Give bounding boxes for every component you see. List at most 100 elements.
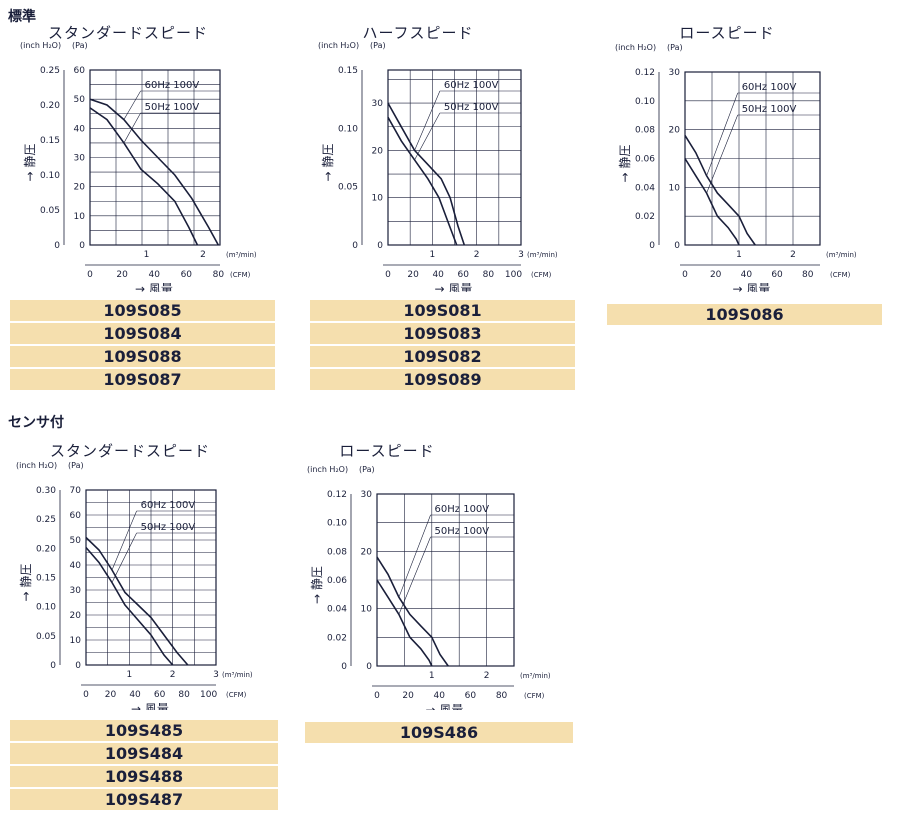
x-tick-cfm: 60 bbox=[181, 270, 193, 280]
label-leader bbox=[111, 510, 137, 571]
series-line-50hz bbox=[376, 579, 433, 667]
y-tick-inch: 0 bbox=[352, 241, 358, 251]
y-tick-pa: 10 bbox=[372, 194, 384, 204]
series-line-60hz bbox=[376, 556, 449, 667]
y-tick-inch: 0.30 bbox=[36, 486, 56, 496]
series-label: 60Hz 100V bbox=[435, 504, 490, 515]
model-number: 109S488 bbox=[10, 766, 278, 787]
y-tick-inch: 0.10 bbox=[338, 124, 358, 134]
x-tick-cfm: 40 bbox=[432, 270, 444, 280]
x-tick-m3: 2 bbox=[170, 670, 176, 680]
x-tick-m3: 1 bbox=[429, 250, 435, 260]
chart-title: スタンダードスピード bbox=[49, 442, 210, 460]
x-tick-cfm: 20 bbox=[710, 270, 722, 280]
y-tick-inch: 0.25 bbox=[40, 66, 60, 76]
y-tick-inch: 0.10 bbox=[36, 603, 56, 613]
unit-cfm-label: (CFM) bbox=[531, 271, 552, 279]
y-tick-inch: 0 bbox=[341, 662, 347, 672]
y-tick-inch: 0.02 bbox=[635, 212, 655, 222]
x-tick-cfm: 60 bbox=[771, 270, 783, 280]
x-tick-m3: 1 bbox=[429, 671, 435, 681]
series-line-50hz bbox=[85, 546, 174, 666]
y-tick-inch: 0 bbox=[54, 241, 60, 251]
chart-panel-1: スタンダードスピード (inch H₂O) (Pa) 0 10 20 30 40 50 60 0 0.… bbox=[10, 22, 300, 392]
x-tick-m3: 1 bbox=[126, 670, 132, 680]
series-label: 50Hz 100V bbox=[145, 102, 200, 113]
y-axis-title: → 静圧 bbox=[321, 144, 335, 182]
y-tick-pa: 50 bbox=[70, 536, 82, 546]
y-tick-inch: 0.02 bbox=[327, 633, 347, 643]
x-tick-m3: 2 bbox=[474, 250, 480, 260]
y-tick-pa: 20 bbox=[669, 126, 681, 136]
y-tick-pa: 60 bbox=[74, 66, 86, 76]
unit-cfm-label: (CFM) bbox=[230, 271, 251, 279]
model-list: 109S485 109S484 109S488 109S487 bbox=[10, 720, 278, 812]
series-line-60hz bbox=[89, 98, 220, 246]
y-axis-title: → 静圧 bbox=[19, 564, 33, 602]
x-axis-title: → 風量 bbox=[131, 702, 169, 710]
series-label: 60Hz 100V bbox=[444, 80, 499, 91]
y-tick-pa: 10 bbox=[361, 605, 373, 615]
x-tick-cfm: 40 bbox=[434, 691, 446, 701]
y-tick-inch: 0.12 bbox=[635, 68, 655, 78]
series-label: 50Hz 100V bbox=[435, 526, 490, 537]
y-tick-inch: 0.04 bbox=[327, 605, 347, 615]
y-tick-inch: 0.06 bbox=[635, 155, 655, 165]
unit-pa-label: (Pa) bbox=[370, 41, 386, 50]
y-tick-inch: 0.10 bbox=[635, 97, 655, 107]
model-list: 109S085 109S084 109S088 109S087 bbox=[10, 300, 275, 392]
series-label: 50Hz 100V bbox=[444, 102, 499, 113]
series-line-60hz bbox=[387, 102, 466, 246]
series-line-50hz bbox=[89, 107, 199, 246]
x-tick-m3: 2 bbox=[484, 671, 490, 681]
model-number: 109S083 bbox=[310, 323, 575, 344]
y-axis-title: → 静圧 bbox=[310, 566, 324, 604]
x-tick-cfm: 0 bbox=[682, 270, 688, 280]
y-tick-inch: 0.25 bbox=[36, 515, 56, 525]
y-tick-pa: 30 bbox=[361, 490, 373, 500]
series-line-50hz bbox=[387, 116, 458, 246]
chart-svg: (inch H₂O) (Pa)010203000.020.040.060.080.… bbox=[615, 43, 857, 292]
x-tick-cfm: 80 bbox=[802, 270, 814, 280]
unit-pa-label: (Pa) bbox=[72, 41, 88, 50]
y-tick-pa: 30 bbox=[70, 586, 82, 596]
chart-title: ロースピード bbox=[679, 24, 775, 42]
x-tick-m3: 2 bbox=[790, 250, 796, 260]
model-number: 109S082 bbox=[310, 346, 575, 367]
label-leader bbox=[398, 536, 431, 615]
series-label: 50Hz 100V bbox=[141, 522, 196, 533]
x-axis-title: → 風量 bbox=[733, 282, 771, 292]
x-tick-cfm: 20 bbox=[407, 270, 419, 280]
unit-inch-label: (inch H₂O) bbox=[16, 461, 57, 470]
y-tick-pa: 20 bbox=[372, 146, 384, 156]
label-leader bbox=[123, 112, 141, 144]
y-tick-pa: 40 bbox=[74, 124, 86, 134]
chart-panel-4: スタンダードスピード (inch H₂O) (Pa) 0 10 20 30 40 50 60 70 0… bbox=[10, 440, 300, 830]
x-axis-title: → 風量 bbox=[135, 282, 173, 292]
x-tick-cfm: 20 bbox=[116, 270, 128, 280]
series-label: 50Hz 100V bbox=[742, 104, 797, 115]
y-tick-inch: 0 bbox=[50, 661, 56, 671]
model-list: 109S486 bbox=[305, 722, 573, 745]
y-tick-pa: 10 bbox=[669, 183, 681, 193]
chart-svg: (inch H₂O) (Pa) 0 10 20 30 0 0.05 0.10 0.15 1 2 3 (m³… bbox=[318, 41, 558, 292]
unit-inch-label: (inch H₂O) bbox=[20, 41, 61, 50]
label-leader bbox=[706, 114, 738, 194]
y-tick-inch: 0.04 bbox=[635, 183, 655, 193]
x-tick-cfm: 0 bbox=[385, 270, 391, 280]
y-tick-pa: 0 bbox=[366, 662, 372, 672]
x-tick-cfm: 0 bbox=[374, 691, 380, 701]
label-leader bbox=[398, 514, 431, 598]
x-tick-cfm: 80 bbox=[496, 691, 508, 701]
x-tick-cfm: 0 bbox=[87, 270, 93, 280]
y-tick-inch: 0.20 bbox=[40, 101, 60, 111]
y-tick-pa: 40 bbox=[70, 561, 82, 571]
y-tick-inch: 0.08 bbox=[327, 547, 347, 557]
y-tick-inch: 0.05 bbox=[338, 183, 358, 193]
series-line-60hz bbox=[85, 536, 189, 666]
y-tick-inch: 0 bbox=[649, 241, 655, 251]
x-tick-m3: 3 bbox=[518, 250, 524, 260]
y-tick-pa: 0 bbox=[377, 241, 383, 251]
x-tick-cfm: 40 bbox=[741, 270, 753, 280]
unit-cfm-label: (CFM) bbox=[226, 691, 247, 699]
